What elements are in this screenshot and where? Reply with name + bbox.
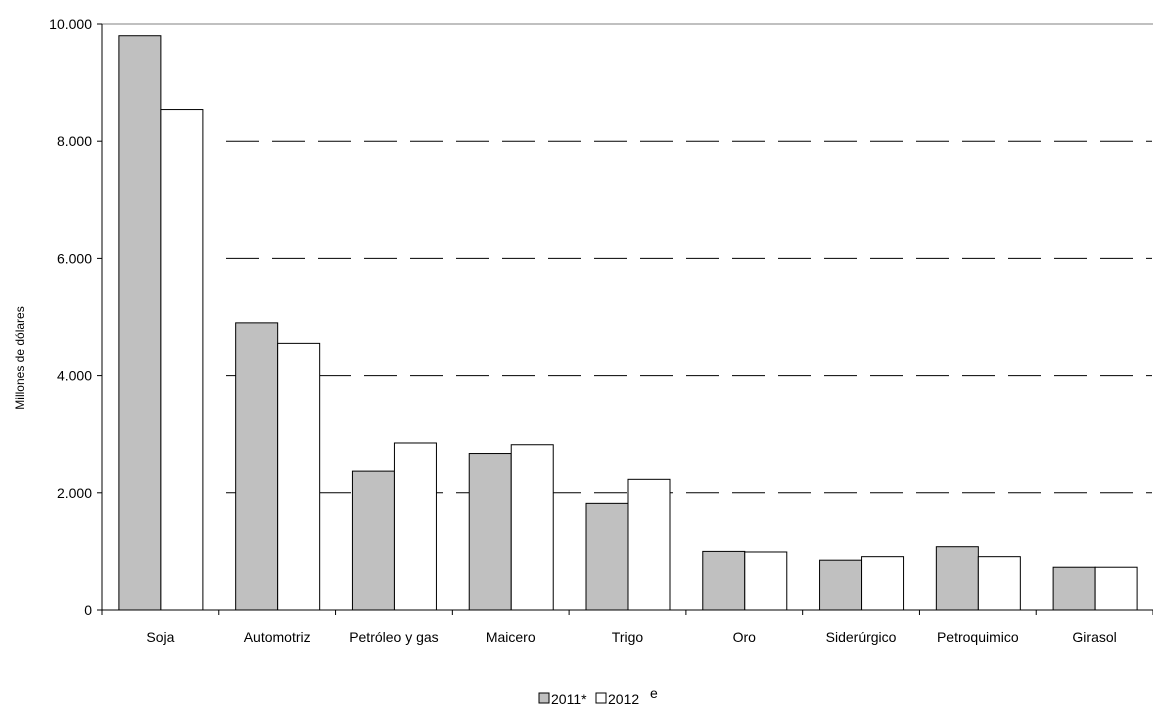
- bars: [118, 35, 1138, 611]
- bar-series-2: [277, 342, 321, 611]
- y-tick-label: 2.000: [57, 485, 92, 501]
- bar-series-1: [819, 559, 863, 611]
- bar-series-2: [160, 109, 204, 611]
- legend-label-superscript: e: [650, 685, 658, 701]
- x-category-label: Girasol: [1072, 629, 1116, 645]
- legend-swatch: [595, 692, 607, 704]
- x-category-label: Maicero: [486, 629, 536, 645]
- bar-series-2: [393, 442, 437, 611]
- bar-series-1: [351, 470, 395, 611]
- y-tick-label: 6.000: [57, 250, 92, 266]
- bar-series-1: [1052, 566, 1096, 611]
- legend-label: 2012: [608, 691, 639, 707]
- bar-series-2: [627, 478, 671, 611]
- bar-series-1: [935, 546, 979, 611]
- legend: 2011* 2012 e: [538, 685, 658, 707]
- bar-series-2: [744, 551, 788, 611]
- x-category-label: Petroquimico: [937, 629, 1019, 645]
- bar-series-2: [510, 444, 554, 611]
- legend-label: 2011*: [551, 691, 587, 707]
- x-category-label: Automotriz: [244, 629, 311, 645]
- x-category-label: Soja: [146, 629, 174, 645]
- axes: [97, 23, 1153, 615]
- bar-series-1: [118, 35, 162, 611]
- y-tick-labels: 0 2.000 4.000 6.000 8.000 10.000: [49, 16, 92, 618]
- bar-series-1: [235, 322, 279, 611]
- bar-series-2: [1094, 566, 1138, 611]
- bar-series-2: [977, 556, 1021, 611]
- category-labels: Soja Automotriz Petróleo y gas Maicero Trigo…: [146, 629, 1116, 645]
- y-axis-label: Millones de dólares: [13, 306, 27, 409]
- bar-series-1: [468, 453, 512, 611]
- legend-swatch: [538, 692, 550, 704]
- bar-series-1: [702, 550, 746, 611]
- y-tick-label: 8.000: [57, 133, 92, 149]
- x-category-label: Petróleo y gas: [349, 629, 439, 645]
- bar-series-2: [861, 556, 905, 611]
- y-tick-label: 10.000: [49, 16, 92, 32]
- y-tick-label: 0: [84, 602, 92, 618]
- x-category-label: Oro: [733, 629, 757, 645]
- x-category-label: Siderúrgico: [826, 629, 897, 645]
- x-category-label: Trigo: [612, 629, 644, 645]
- bar-series-1: [585, 502, 629, 611]
- y-tick-label: 4.000: [57, 368, 92, 384]
